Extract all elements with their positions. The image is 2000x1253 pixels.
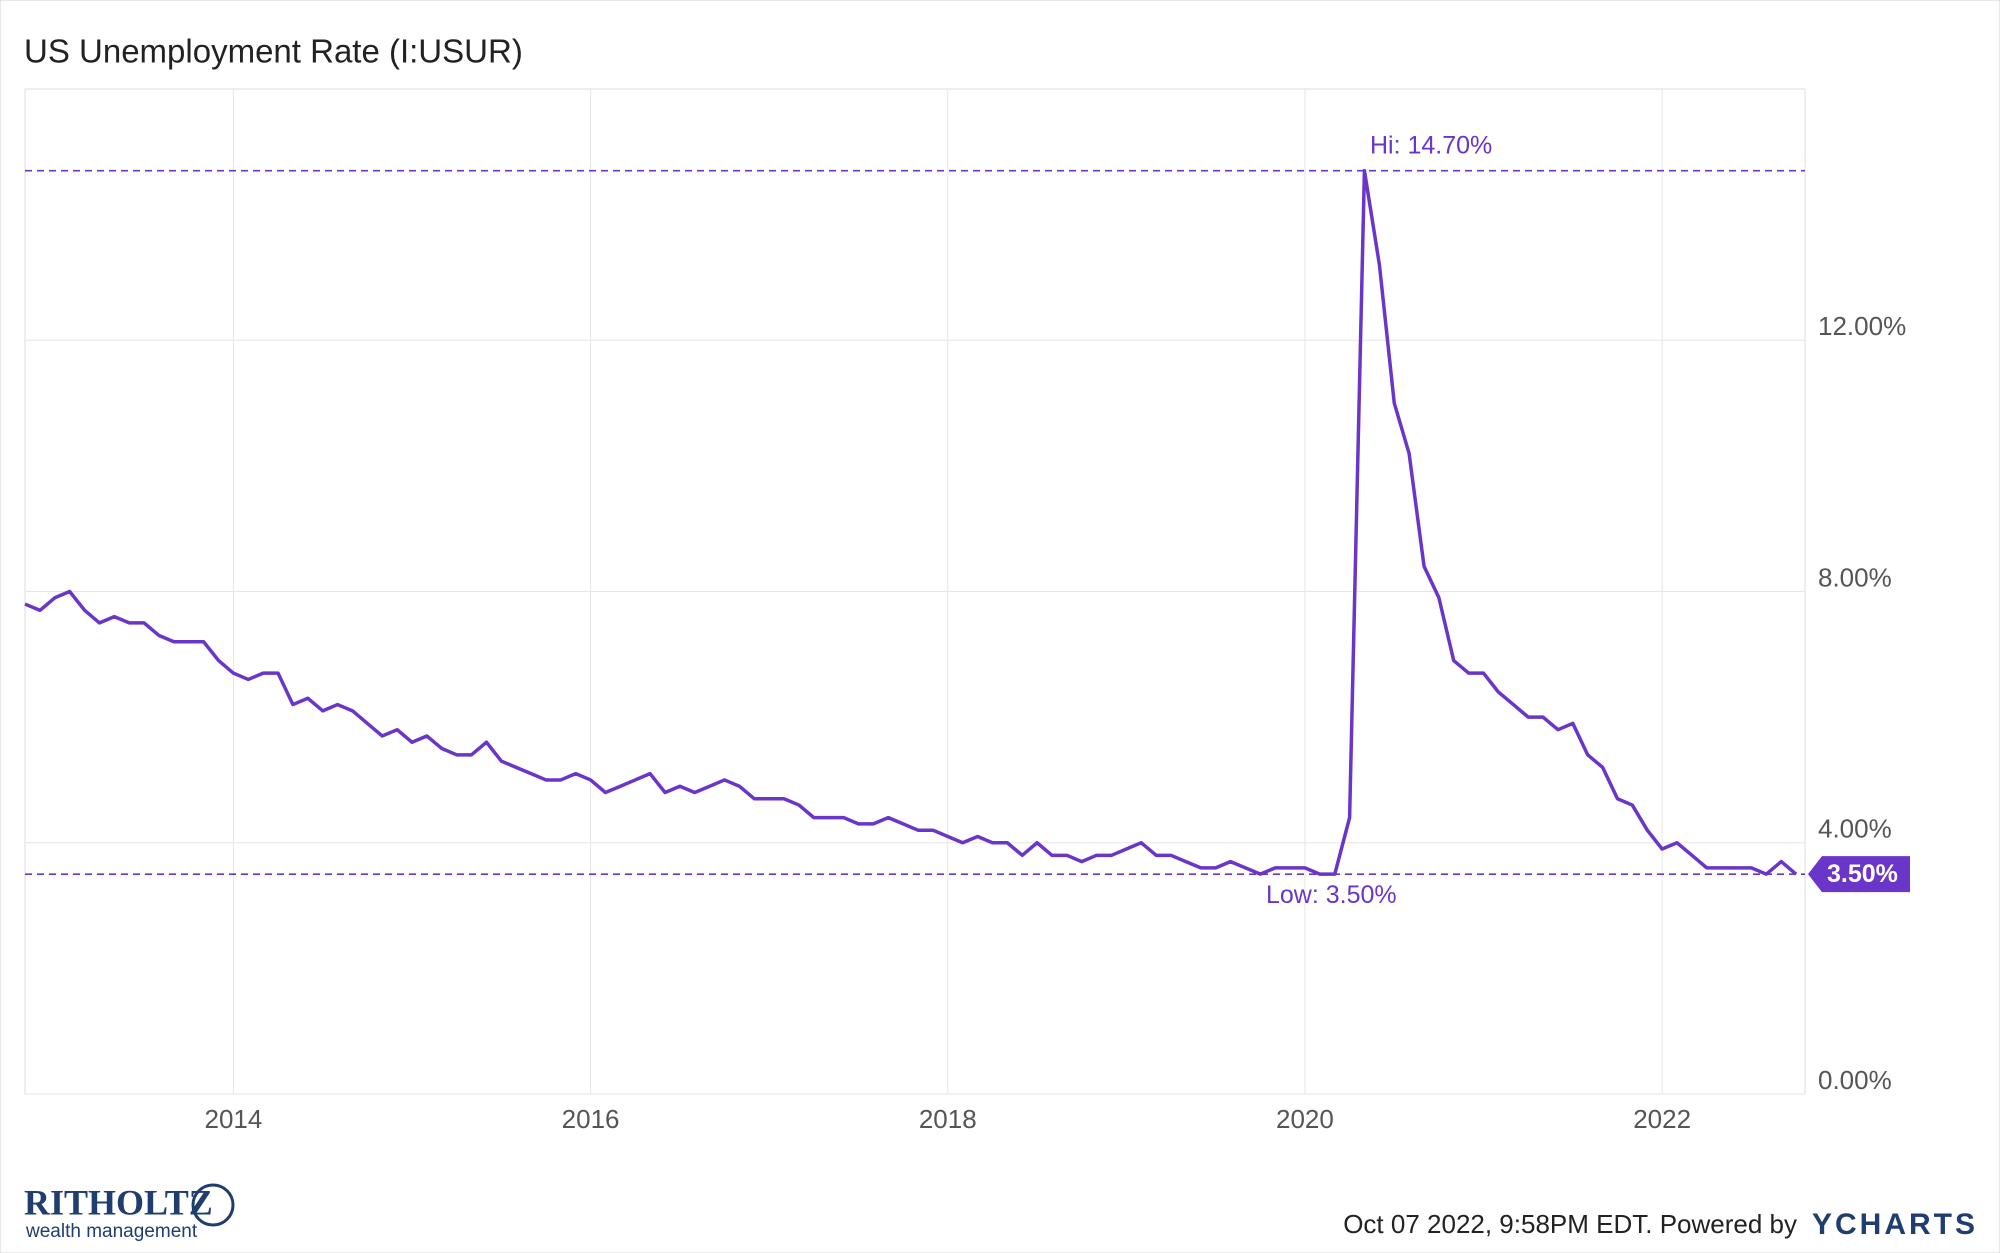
logo-sub: wealth management — [25, 1221, 198, 1242]
logo-emblem — [191, 1183, 235, 1227]
y-tick-label: 4.00% — [1818, 814, 1892, 844]
x-tick-label: 2018 — [919, 1104, 977, 1134]
timestamp: Oct 07 2022, 9:58PM EDT. Powered by — [1343, 1209, 1797, 1239]
x-tick-label: 2014 — [204, 1104, 262, 1134]
x-tick-label: 2022 — [1633, 1104, 1691, 1134]
annotation-label: Hi: 14.70% — [1370, 131, 1492, 159]
logo: RITHOLTZ — [24, 1182, 213, 1222]
x-tick-label: 2016 — [562, 1104, 620, 1134]
brand: YCHARTS — [1812, 1208, 1978, 1241]
line — [24, 168, 1798, 876]
chart-title: US Unemployment Rate (I:USUR) — [24, 33, 523, 70]
y-tick-label: 0.00% — [1818, 1065, 1892, 1095]
annotation-label: Low: 3.50% — [1266, 881, 1397, 909]
last-value-badge — [1808, 856, 1910, 893]
last-value-label: 3.50% — [1827, 860, 1898, 888]
y-tick-label: 8.00% — [1818, 562, 1892, 592]
x-tick-label: 2020 — [1276, 1104, 1334, 1134]
y-tick-label: 12.00% — [1818, 311, 1906, 341]
